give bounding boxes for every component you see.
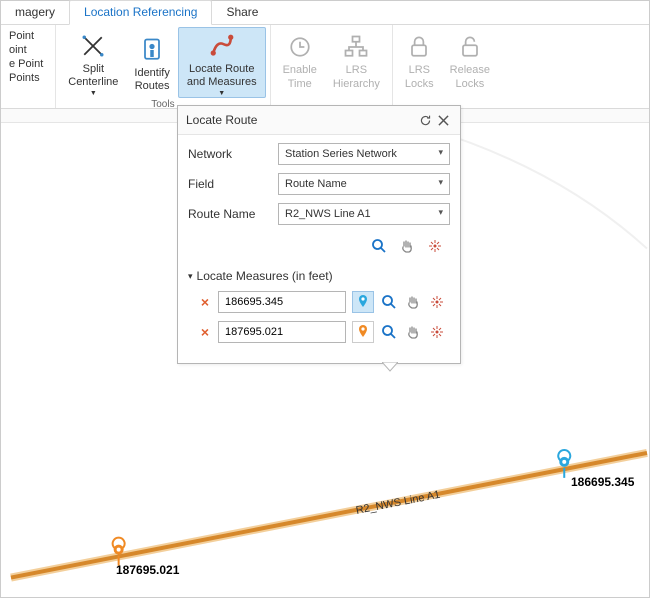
dropdown-caret-icon: ▼ [218, 90, 225, 97]
locate-measures-header[interactable]: ▾ Locate Measures (in feet) [188, 269, 450, 283]
clock-icon [286, 33, 314, 61]
ribbon-tabstrip: magery Location Referencing Share [1, 1, 649, 25]
measure-input-2[interactable] [218, 321, 346, 343]
ribbon-item-point-a[interactable]: Point [7, 29, 45, 43]
delete-measure-1[interactable]: × [198, 294, 212, 310]
route-name-label: Route Name [188, 207, 278, 221]
lrs-locks-label: LRS Locks [405, 64, 434, 90]
tab-location-referencing[interactable]: Location Referencing [69, 0, 212, 25]
ribbon-group-left: Point oint e Point Points [1, 25, 56, 108]
route-name-select[interactable]: R2_NWS Line A1 [278, 203, 450, 225]
network-label: Network [188, 147, 278, 161]
field-select[interactable]: Route Name [278, 173, 450, 195]
lrs-hierarchy-label: LRS Hierarchy [333, 64, 380, 90]
unlock-icon [456, 33, 484, 61]
dropdown-caret-icon: ▼ [90, 90, 97, 97]
locate-route-button[interactable]: Locate Route and Measures ▼ [178, 27, 266, 98]
ribbon-group-time: Enable Time LRS Hierarchy [271, 25, 393, 108]
refresh-button[interactable] [416, 111, 434, 129]
ribbon-group-locks: LRS Locks Release Locks [393, 25, 502, 108]
panel-callout-arrow [382, 362, 398, 372]
caret-down-icon: ▾ [188, 271, 193, 282]
identify-routes-button[interactable]: Identify Routes [126, 27, 177, 98]
field-label: Field [188, 177, 278, 191]
marker-2-pin [113, 538, 125, 566]
ribbon-group-tools: Split Centerline ▼ Identify Routes Locat… [56, 25, 270, 108]
network-select[interactable]: Station Series Network [278, 143, 450, 165]
pin-measure-2[interactable] [352, 321, 374, 343]
ribbon-item-point-d[interactable]: Points [7, 71, 45, 85]
ribbon-item-point-b[interactable]: oint [7, 43, 45, 57]
pan-measure-1-icon[interactable] [404, 293, 422, 311]
panel-header: Locate Route [178, 106, 460, 135]
ribbon-left-stack: Point oint e Point Points [5, 27, 51, 107]
locate-route-label: Locate Route and Measures [187, 63, 257, 89]
locate-measures-title: Locate Measures (in feet) [197, 269, 333, 283]
lock-icon [405, 33, 433, 61]
zoom-measure-2-icon[interactable] [380, 323, 398, 341]
panel-body: Network Station Series Network Field Rou… [178, 135, 460, 363]
close-button[interactable] [434, 111, 452, 129]
zoom-icon[interactable] [370, 237, 388, 255]
enable-time-label: Enable Time [283, 64, 317, 90]
tab-imagery[interactable]: magery [1, 1, 69, 24]
zoom-measure-1-icon[interactable] [380, 293, 398, 311]
flash-measure-2-icon[interactable] [428, 323, 446, 341]
measure-row-2: × [188, 321, 450, 343]
identify-routes-icon [138, 36, 166, 64]
split-centerline-label: Split Centerline [68, 63, 118, 89]
locate-route-icon [208, 32, 236, 60]
hierarchy-icon [342, 33, 370, 61]
lrs-locks-button[interactable]: LRS Locks [397, 27, 442, 93]
measure-input-1[interactable] [218, 291, 346, 313]
pin-measure-1[interactable] [352, 291, 374, 313]
flash-measure-1-icon[interactable] [428, 293, 446, 311]
tab-share[interactable]: Share [212, 1, 272, 24]
marker-1-label: 186695.345 [571, 475, 634, 489]
panel-title: Locate Route [186, 113, 416, 127]
ribbon-item-point-c[interactable]: e Point [7, 57, 45, 71]
release-locks-button[interactable]: Release Locks [442, 27, 498, 93]
route-tools-row [188, 233, 450, 265]
split-centerline-button[interactable]: Split Centerline ▼ [60, 27, 126, 98]
identify-routes-label: Identify Routes [134, 67, 169, 93]
marker-2-label: 187695.021 [116, 563, 179, 577]
locate-route-panel: Locate Route Network Station Series Netw… [177, 105, 461, 364]
split-centerline-icon [79, 32, 107, 60]
measure-row-1: × [188, 291, 450, 313]
flash-icon[interactable] [426, 237, 444, 255]
lrs-hierarchy-button[interactable]: LRS Hierarchy [325, 27, 388, 93]
ribbon: Point oint e Point Points Split Centerli… [1, 25, 649, 109]
delete-measure-2[interactable]: × [198, 324, 212, 340]
pan-measure-2-icon[interactable] [404, 323, 422, 341]
pan-icon[interactable] [398, 237, 416, 255]
release-locks-label: Release Locks [450, 64, 490, 90]
enable-time-button[interactable]: Enable Time [275, 27, 325, 93]
